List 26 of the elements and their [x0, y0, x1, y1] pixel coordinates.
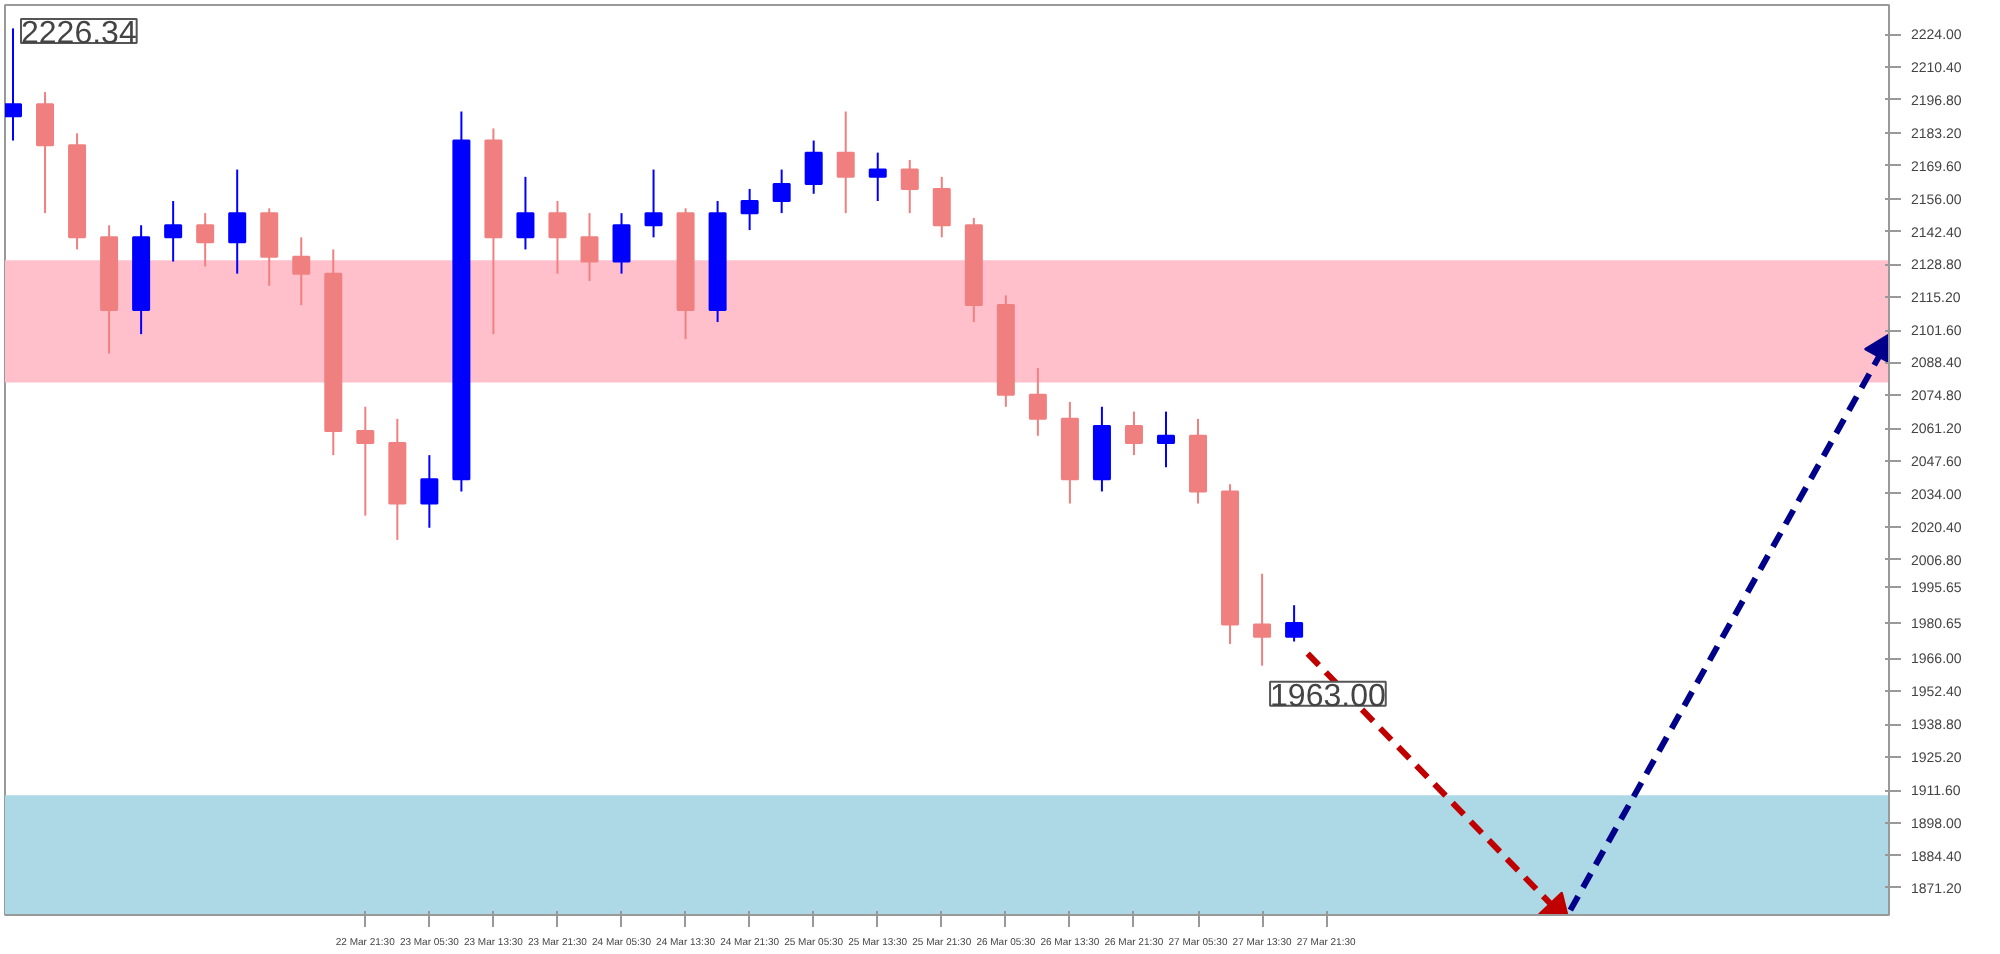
candlestick — [900, 158, 919, 215]
candlestick — [836, 110, 855, 215]
candlestick — [36, 91, 55, 215]
candlestick — [1253, 572, 1272, 667]
candlestick — [1285, 604, 1304, 643]
candlestick — [548, 200, 567, 275]
candlestick — [420, 454, 439, 529]
candlestick — [932, 175, 951, 239]
candlestick — [356, 405, 375, 517]
candlestick — [644, 168, 663, 239]
candlestick — [1028, 367, 1047, 437]
candlestick — [612, 212, 631, 275]
candlestick — [260, 207, 279, 287]
candlestick — [164, 200, 183, 263]
candlestick — [292, 236, 311, 307]
candlestick — [580, 212, 599, 282]
candlestick — [1156, 410, 1175, 469]
candlestick — [1124, 410, 1143, 457]
candlestick — [740, 187, 759, 232]
candlestick — [804, 139, 823, 195]
candlestick — [516, 175, 535, 251]
candlestick — [228, 168, 247, 275]
candlestick — [196, 212, 215, 268]
candlestick — [868, 151, 887, 203]
candlestick — [772, 168, 791, 215]
candlestick — [5, 27, 23, 142]
